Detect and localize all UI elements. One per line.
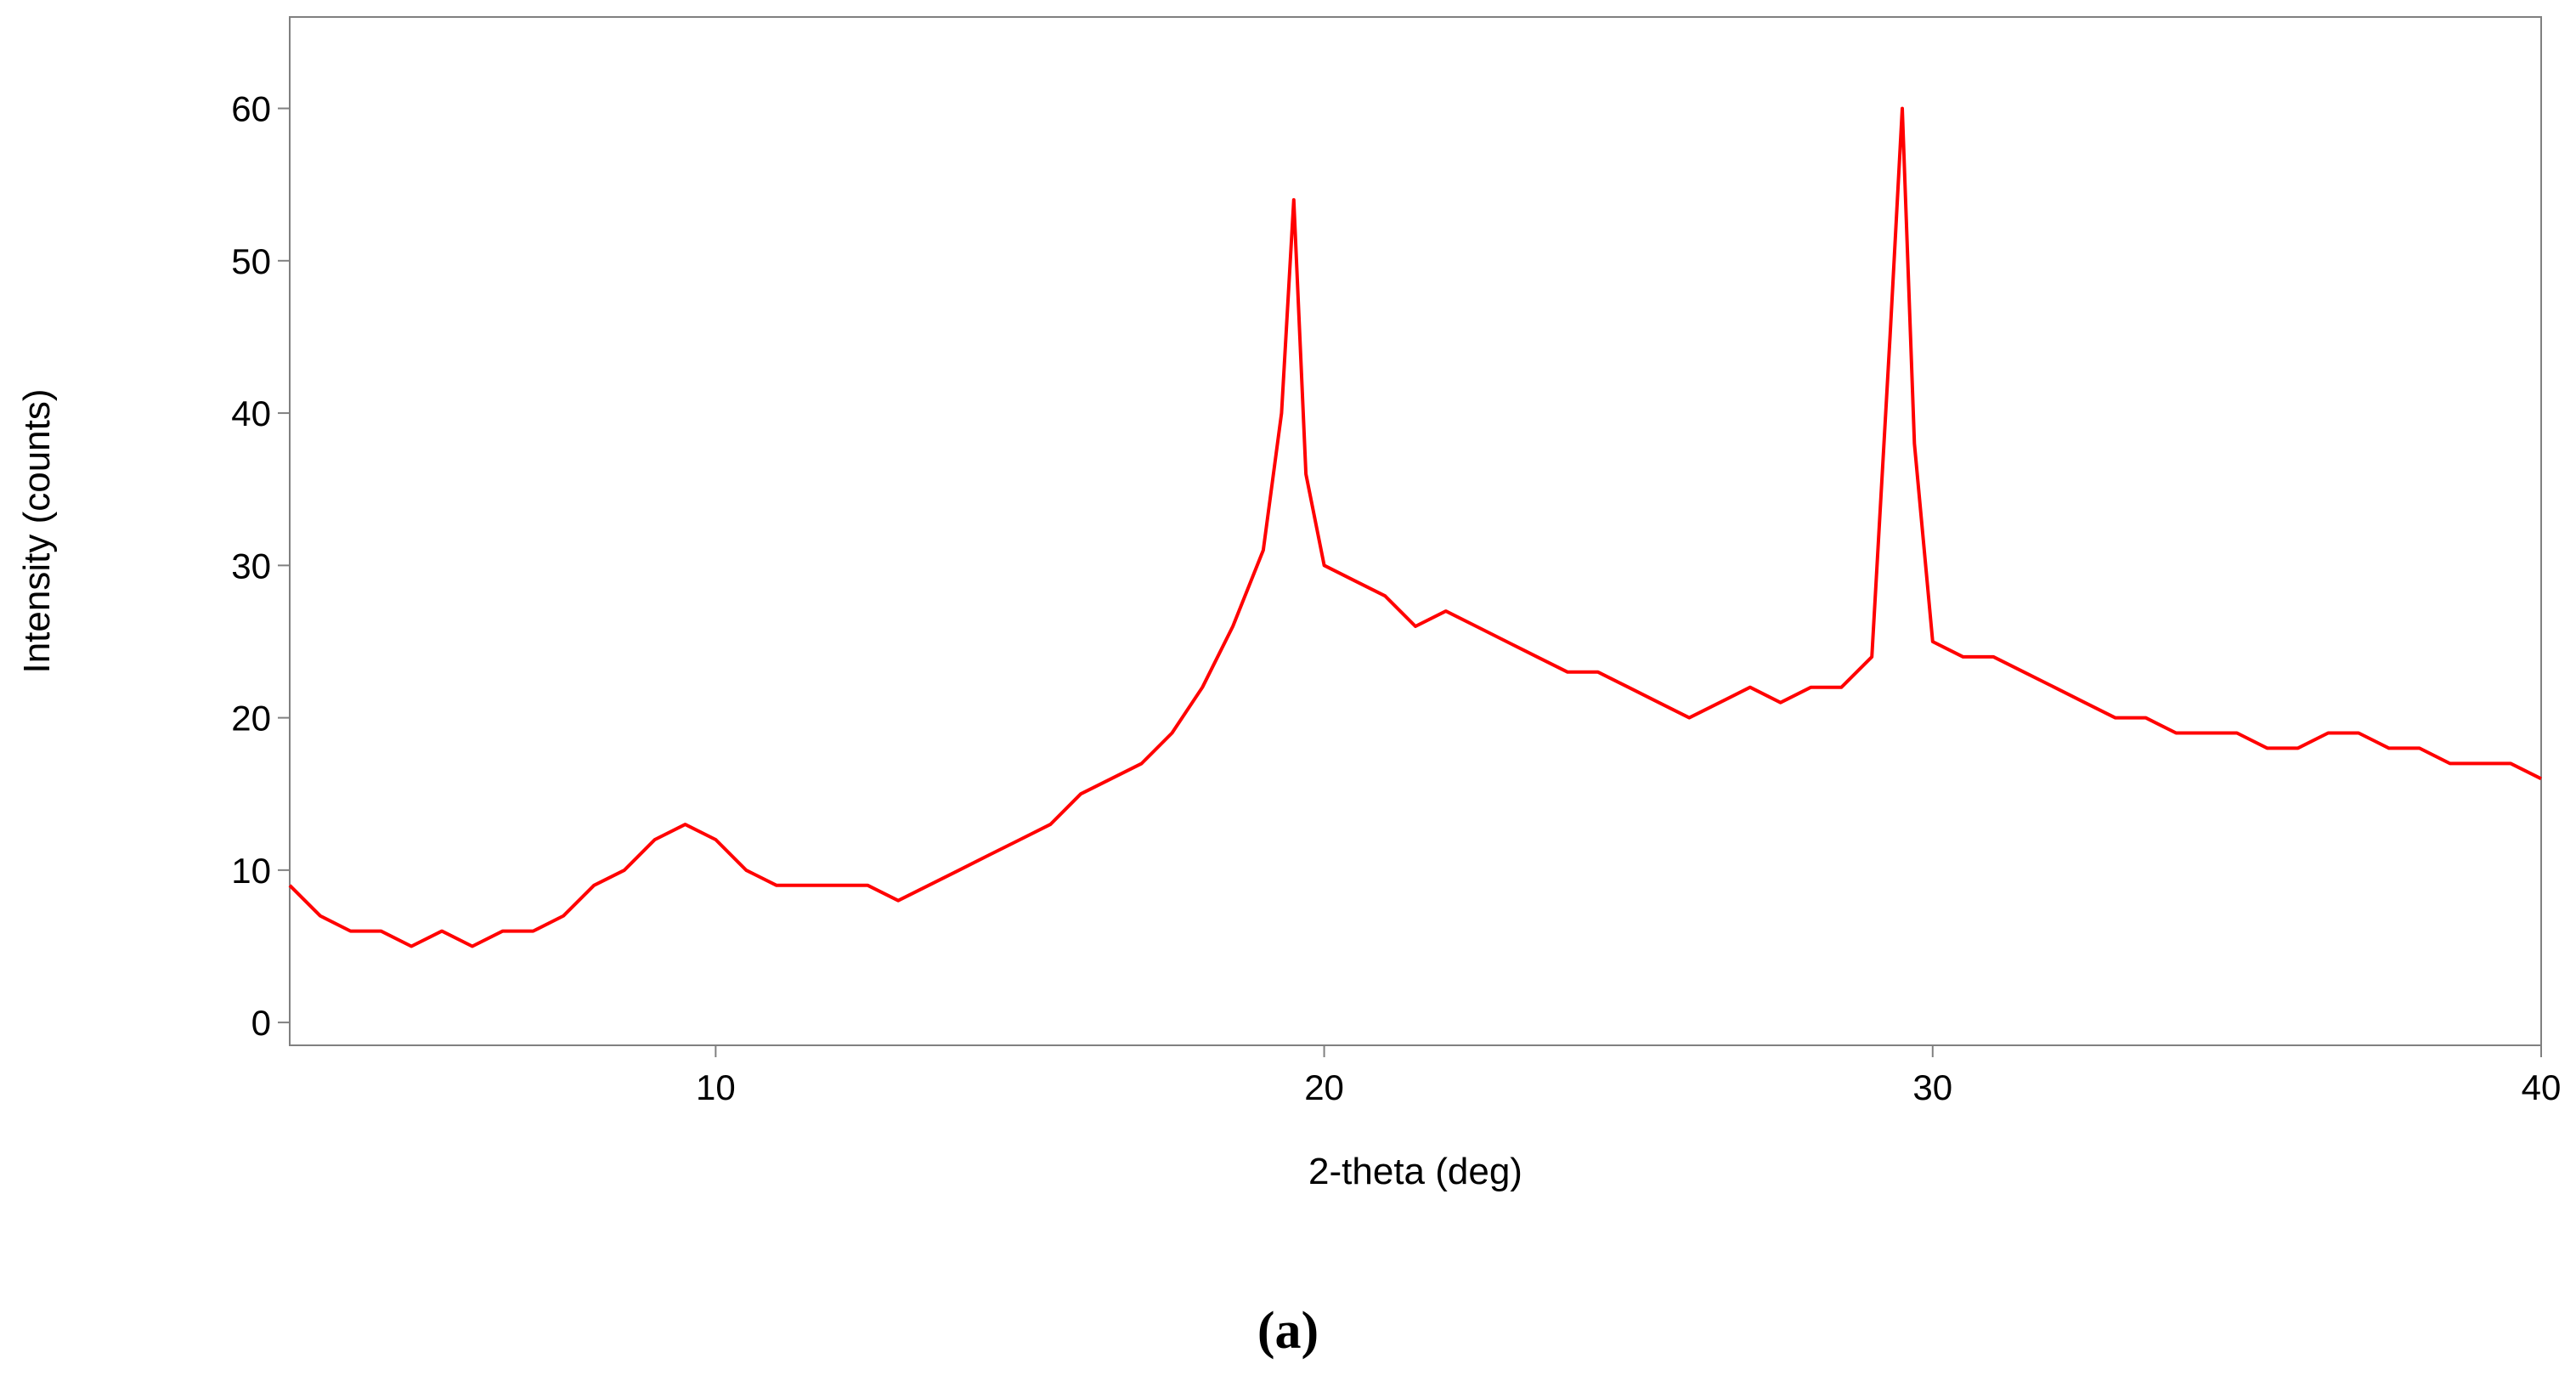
y-tick-label: 20 (231, 699, 271, 739)
x-axis-title: 2-theta (deg) (1308, 1151, 1522, 1192)
y-tick-label: 10 (231, 851, 271, 891)
x-tick-label: 30 (1912, 1067, 1952, 1107)
panel-label: (a) (1257, 1302, 1319, 1360)
x-tick-label: 10 (696, 1067, 736, 1107)
x-axis-ticks: 10 20 30 40 (696, 1045, 2561, 1107)
y-tick-label: 40 (231, 393, 271, 433)
y-axis-ticks: 0 10 20 30 40 50 60 (231, 89, 290, 1043)
y-tick-label: 30 (231, 546, 271, 586)
plot-frame (289, 16, 2542, 1046)
y-tick-label: 50 (231, 241, 271, 281)
series-line (288, 106, 2542, 948)
y-axis-title: Intensity (counts) (16, 388, 58, 673)
y-tick-label: 60 (231, 89, 271, 129)
y-tick-label: 0 (251, 1003, 271, 1043)
x-tick-label: 40 (2522, 1067, 2562, 1107)
x-tick-label: 20 (1304, 1067, 1344, 1107)
